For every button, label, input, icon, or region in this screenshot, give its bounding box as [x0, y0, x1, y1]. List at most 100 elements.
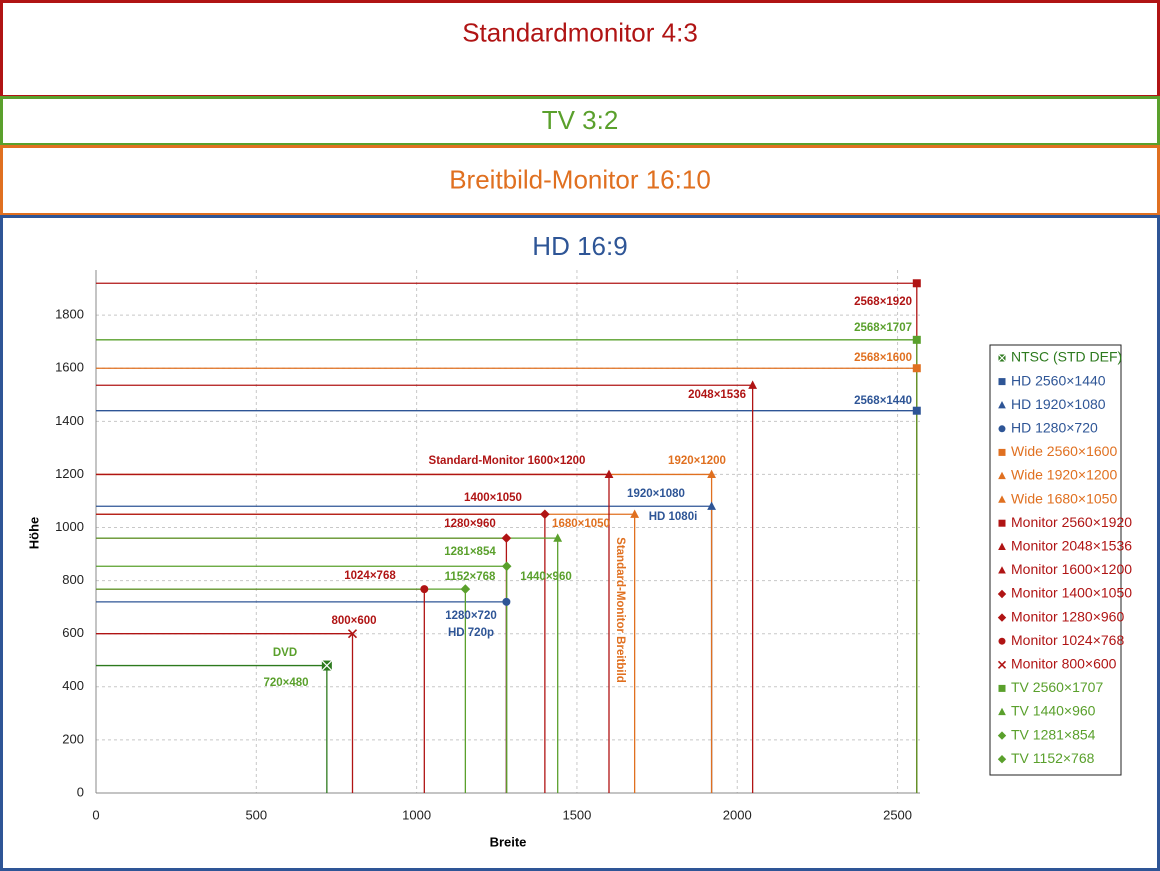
y-tick-label: 0	[77, 784, 84, 799]
annotation: Standard-Monitor 1600×1200	[429, 455, 586, 467]
marker	[502, 597, 511, 606]
marker	[347, 629, 358, 639]
legend-label: TV 1281×854	[1011, 726, 1096, 742]
legend-label: Monitor 1024×768	[1011, 632, 1124, 648]
marker	[630, 509, 640, 518]
legend-label: Wide 1680×1050	[1011, 490, 1117, 506]
marker	[460, 584, 471, 594]
marker-shape	[998, 448, 1006, 456]
marker-shape	[912, 335, 921, 344]
marker-cross	[321, 660, 333, 671]
header-box	[0, 0, 1160, 98]
legend-box	[989, 344, 1122, 776]
annotation: 1400×1050	[464, 492, 522, 504]
annotation: 2568×1440	[854, 395, 912, 407]
annotation: 720×480	[263, 677, 308, 689]
y-tick-label: 1800	[55, 307, 84, 322]
legend-label: HD 1280×720	[1011, 420, 1098, 436]
annotation: 2048×1536	[688, 389, 746, 401]
legend-label: Monitor 2560×1920	[1011, 514, 1132, 530]
marker-shape	[912, 364, 921, 373]
marker	[998, 354, 1006, 362]
header-title: TV 3:2	[542, 105, 619, 135]
y-tick-label: 800	[62, 572, 84, 587]
y-tick-label: 600	[62, 625, 84, 640]
marker-cross	[998, 354, 1006, 362]
y-tick-label: 1000	[55, 519, 84, 534]
legend-label: Monitor 1600×1200	[1011, 561, 1132, 577]
marker	[997, 613, 1007, 622]
marker-shape	[998, 519, 1006, 527]
legend-label: Monitor 2048×1536	[1011, 538, 1132, 554]
header-title: Standardmonitor 4:3	[462, 17, 698, 47]
y-axis-label: Höhe	[26, 517, 41, 550]
marker	[997, 589, 1007, 599]
legend-label: TV 1152×768	[1011, 750, 1095, 766]
marker-shape	[912, 279, 921, 288]
annotation: 800×600	[331, 615, 376, 627]
legend-label: Wide 1920×1200	[1011, 467, 1117, 483]
legend-label: Monitor 800×600	[1011, 656, 1117, 672]
annotation: 2568×1600	[854, 352, 912, 364]
marker	[998, 566, 1006, 574]
marker	[998, 684, 1006, 692]
marker	[998, 519, 1006, 527]
annotation: 1152×768	[445, 571, 496, 583]
marker-shape	[998, 684, 1006, 692]
marker	[997, 731, 1007, 740]
annotation: 1280×960	[444, 518, 496, 530]
marker	[998, 378, 1006, 386]
annotation: HD 1080i	[649, 511, 698, 523]
marker	[604, 469, 614, 479]
marker	[501, 561, 512, 572]
marker	[748, 380, 758, 389]
x-tick-label: 0	[92, 807, 99, 822]
annotation: 1280×720	[445, 610, 497, 622]
annotation: 1281×854	[444, 546, 496, 558]
y-tick-label: 1400	[55, 413, 84, 428]
legend-label: Wide 2560×1600	[1011, 443, 1117, 459]
marker	[998, 542, 1006, 550]
marker	[501, 533, 512, 543]
marker	[707, 469, 716, 479]
marker	[912, 406, 921, 415]
marker	[912, 364, 921, 373]
annotation: 1680×1050	[552, 518, 610, 530]
legend-label: TV 1440×960	[1011, 703, 1096, 719]
x-tick-label: 1000	[402, 807, 431, 822]
header-box	[0, 145, 1160, 216]
header-title: Breitbild-Monitor 16:10	[449, 164, 711, 194]
x-tick-label: 2500	[883, 807, 912, 822]
legend-label: HD 2560×1440	[1011, 372, 1106, 388]
annotation: Standard-Monitor Breitbild	[614, 537, 626, 683]
legend-label: HD 1920×1080	[1011, 396, 1106, 412]
legend-label: TV 2560×1707	[1011, 679, 1103, 695]
annotation: 2568×1707	[854, 322, 912, 334]
marker-shape	[912, 406, 921, 415]
marker	[997, 660, 1007, 669]
annotation: 1920×1200	[668, 455, 726, 467]
x-tick-label: 500	[245, 807, 267, 822]
annotation: 1440×960	[520, 571, 572, 583]
marker	[912, 279, 921, 288]
legend-label: Monitor 1280×960	[1011, 608, 1124, 624]
annotation: DVD	[273, 647, 297, 659]
x-tick-label: 2000	[723, 807, 752, 822]
chart-title: HD 16:9	[532, 231, 627, 261]
marker	[998, 448, 1006, 456]
chart-box	[0, 215, 1160, 871]
marker	[912, 335, 921, 344]
annotation: 1920×1080	[627, 488, 685, 500]
marker	[998, 707, 1006, 716]
annotation: 1024×768	[344, 570, 396, 582]
marker	[707, 501, 716, 510]
marker	[998, 471, 1006, 480]
legend-label: Monitor 1400×1050	[1011, 585, 1132, 601]
x-axis-label: Breite	[490, 834, 527, 849]
marker	[998, 637, 1006, 645]
y-tick-label: 1600	[55, 360, 84, 375]
y-tick-label: 400	[62, 678, 84, 693]
x-tick-label: 1500	[562, 807, 591, 822]
y-tick-label: 200	[62, 731, 84, 746]
